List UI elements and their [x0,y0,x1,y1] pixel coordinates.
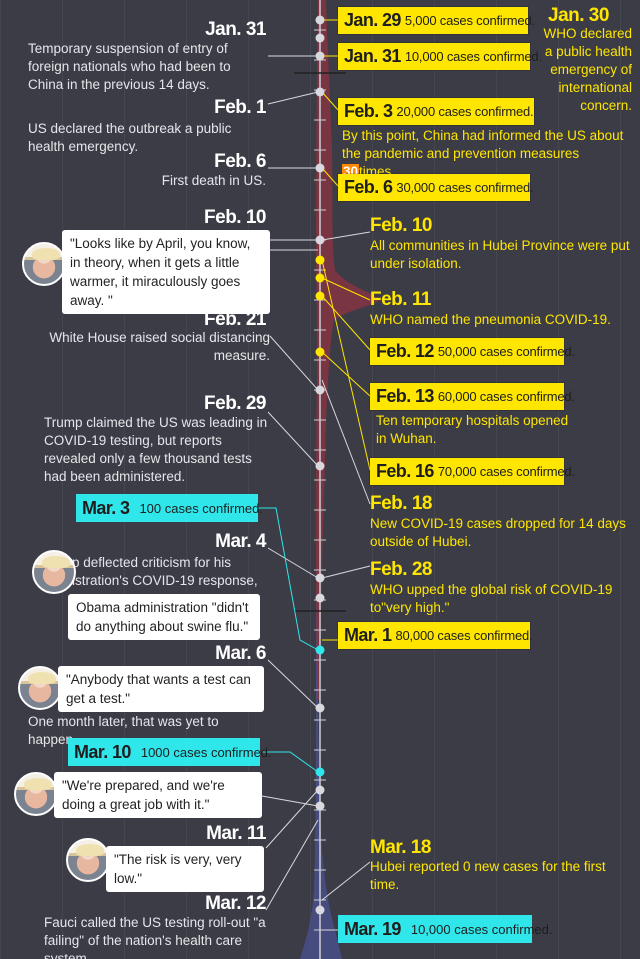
us-mar19-badge: Mar. 19 10,000 cases confirmed. [338,915,552,943]
right-feb11-date: Feb. 11 [370,289,431,310]
china-mar1-date: Mar. 1 [344,625,392,645]
right-mar18-date: Mar. 18 [370,837,431,858]
right-feb11-text: WHO named the pneumonia COVID-19. [370,312,611,327]
right-feb28-date: Feb. 28 [370,559,432,580]
left-mar6-date: Mar. 6 [215,643,266,664]
china-feb12-badge: Feb. 12 50,000 cases confirmed. [370,338,575,365]
left-feb6-date: Feb. 6 [214,151,266,172]
right-feb18-text: New COVID-19 cases dropped for 14 days o… [370,516,626,549]
left-mar6-text: One month later, that was yet to happen. [28,714,219,747]
china-feb6-text: 30,000 cases confirmed. [396,180,534,195]
left-feb6-text: First death in US. [161,173,266,188]
left-feb10-quote: "Looks like by April, you know, in theor… [62,230,270,314]
timeline-dots [315,15,325,915]
left-feb29-text: Trump claimed the US was leading in COVI… [44,415,268,484]
left-mar12-date: Mar. 12 [205,893,266,914]
trump-avatar-mar11 [66,838,110,882]
left-feb29-date: Feb. 29 [204,393,266,414]
right-feb13-note: Ten temporary hospitals opened in Wuhan. [376,413,569,446]
china-jan31-date: Jan. 31 [344,46,401,66]
china-feb13-text: 60,000 cases confirmed. [437,389,575,404]
right-jan30-date: Jan. 30 [548,5,609,26]
china-jan29-text: 5,000 cases confirmed. [404,13,535,28]
us-mar3-text: 100 cases confirmed. [139,500,264,516]
us-curve [300,580,342,959]
left-jan31-date: Jan. 31 [205,19,266,40]
china-feb16-date: Feb. 16 [376,461,434,481]
right-feb18-date: Feb. 18 [370,493,432,514]
china-feb13-date: Feb. 13 [376,386,434,406]
china-feb12-date: Feb. 12 [376,341,434,361]
us-mar10-date: Mar. 10 [74,741,131,762]
left-mar12-text: Fauci called the US testing roll-out "a … [44,915,266,959]
china-mar1-text: 80,000 cases confirmed. [395,628,533,643]
left-mar6-quote: "Anybody that wants a test can get a tes… [58,666,264,712]
china-feb16-badge: Feb. 16 70,000 cases confirmed. [370,458,575,485]
left-mar10-quote: "We're prepared, and we're doing a great… [54,772,262,818]
left-feb21-date: Feb. 21 [204,309,266,330]
left-mar4-quote: Obama administration "didn't do anything… [68,594,260,640]
china-feb3-date: Feb. 3 [344,101,393,121]
left-feb1-text: US declared the outbreak a public health… [28,121,232,154]
china-jan29-badge: Jan. 29 5,000 cases confirmed. [338,7,535,34]
china-jan31-badge: Jan. 31 10,000 cases confirmed. [338,43,542,70]
left-feb21-text: White House raised social distancing mea… [49,330,270,363]
us-mar3-badge: Mar. 3 100 cases confirmed. [76,494,263,522]
us-mar10-text: 1000 cases confirmed. [140,744,272,760]
trump-avatar-mar4 [32,550,76,594]
china-feb12-text: 50,000 cases confirmed. [437,344,575,359]
left-mar11-quote: "The risk is very, very low." [106,846,264,892]
left-mar11-date: Mar. 11 [206,823,266,844]
left-mar4-text: p deflected criticism for his istration'… [72,555,258,588]
right-feb10-date: Feb. 10 [370,215,432,236]
right-jan30-text: WHO declared a public health emergency o… [543,26,632,113]
right-feb10-text: All communities in Hubei Province were p… [370,238,630,271]
china-feb13-badge: Feb. 13 60,000 cases confirmed. [370,383,575,410]
china-mar1-badge: Mar. 1 80,000 cases confirmed. [338,622,533,649]
trump-avatar-mar6 [18,666,62,710]
china-feb3-badge: Feb. 3 20,000 cases confirmed. [338,98,534,125]
trump-avatar-feb10 [22,242,66,286]
trump-avatar-mar10 [14,772,58,816]
china-feb6-date: Feb. 6 [344,177,393,197]
china-jan29-date: Jan. 29 [344,10,401,30]
right-feb3-note: By this point, China had informed the US… [342,127,634,181]
us-mar19-date: Mar. 19 [344,918,401,939]
china-jan31-text: 10,000 cases confirmed. [404,49,542,64]
us-mar10-badge: Mar. 10 1000 cases confirmed. [68,738,272,766]
right-feb3-note-a: By this point, China had informed the US… [342,128,624,161]
china-feb6-badge: Feb. 6 30,000 cases confirmed. [338,174,534,201]
right-feb28-text: WHO upped the global risk of COVID-19 to… [370,582,613,615]
left-mar4-date: Mar. 4 [215,531,266,552]
left-jan31-text: Temporary suspension of entry of foreign… [28,41,231,92]
left-feb1-date: Feb. 1 [214,97,266,118]
china-feb16-text: 70,000 cases confirmed. [437,464,575,479]
left-feb10-date: Feb. 10 [204,207,266,228]
us-mar19-text: 10,000 cases confirmed. [410,921,553,937]
right-mar18-text: Hubei reported 0 new cases for the first… [370,859,606,892]
china-feb3-text: 20,000 cases confirmed. [396,104,534,119]
us-mar3-date: Mar. 3 [82,497,130,518]
china-curve [316,0,380,700]
